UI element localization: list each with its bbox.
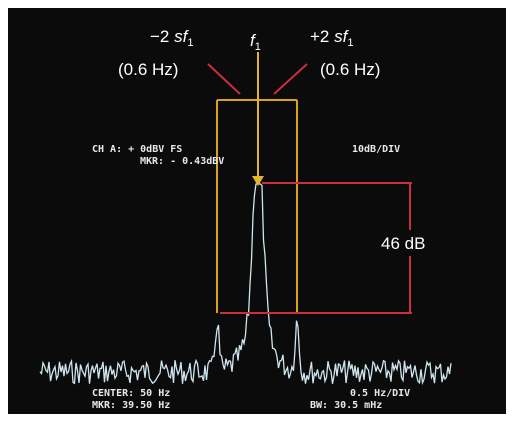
center-label: f1 xyxy=(250,31,261,53)
arrow-head xyxy=(252,176,264,186)
screen-text: CH A: + 0dBV FS xyxy=(92,144,182,155)
screen-text: 10dB/DIV xyxy=(352,144,400,155)
screen-text: CENTER: 50 Hz xyxy=(92,388,170,399)
screen-text: MKR: - 0.43dBV xyxy=(140,156,224,167)
range-label: 46 dB xyxy=(381,234,425,253)
trace-line xyxy=(39,183,452,386)
label-bg xyxy=(378,230,442,256)
right-label: +2 sf1 xyxy=(310,27,353,49)
left-note: (0.6 Hz) xyxy=(118,60,178,79)
screen-text: 0.5 Hz/DIV xyxy=(350,388,410,399)
screen-text: BW: 30.5 mHz xyxy=(310,400,382,411)
right-note: (0.6 Hz) xyxy=(320,60,380,79)
screen-text: MKR: 39.50 Hz xyxy=(92,400,170,411)
left-label: −2 sf1 xyxy=(150,27,193,49)
spectrum-trace xyxy=(39,183,452,386)
